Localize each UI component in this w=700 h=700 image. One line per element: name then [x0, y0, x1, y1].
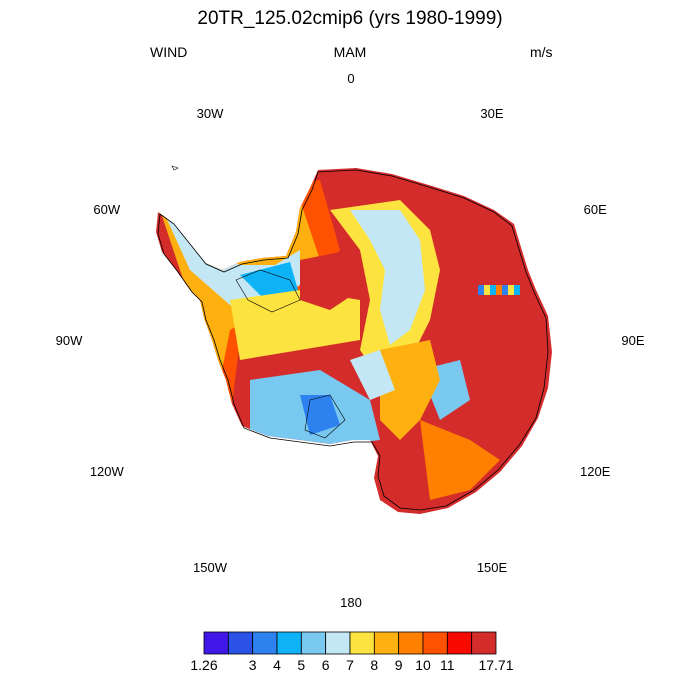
longitude-labels: 0 30E 60E 90E 120E 150E 180 150W 120W 90W 60W 30W [56, 71, 645, 610]
colorbar-tick-label: 4 [273, 657, 281, 673]
colorbar-box [471, 631, 497, 655]
ross-shelf-outline [304, 394, 346, 439]
field-ross-darkblue [300, 395, 340, 435]
longitude-label: 180 [340, 595, 362, 610]
longitude-label: 150W [193, 560, 228, 575]
longitude-label: 120W [90, 464, 125, 479]
colorbar-tick-label: 9 [395, 657, 403, 673]
colorbar-box [203, 631, 229, 655]
field-east-edge-orange [420, 420, 500, 500]
colorbar-tick-label: 8 [370, 657, 378, 673]
colorbar-tick-label: 3 [249, 657, 257, 673]
colorbar-box [422, 631, 448, 655]
colorbar-box [276, 631, 302, 655]
colorbar-box [398, 631, 424, 655]
colorbar-tick-label: 17.71 [478, 657, 513, 673]
longitude-label: 30W [197, 106, 224, 121]
colorbar-box [252, 631, 278, 655]
colorbar-tick-label: 10 [415, 657, 431, 673]
longitude-label: 60W [93, 202, 120, 217]
colorbar-box [373, 631, 400, 655]
longitude-label: 120E [580, 464, 611, 479]
colorbar-tick-label: 1.26 [190, 657, 217, 673]
sea-ice-edge-strip [478, 285, 520, 295]
longitude-label: 30E [480, 106, 503, 121]
units-label: m/s [530, 44, 553, 60]
longitude-label: 90E [621, 333, 644, 348]
coastline [157, 169, 549, 511]
field-lightblue-patch [350, 350, 395, 400]
field-center-red [300, 250, 360, 310]
colorbar-tick-labels: 1.26 3 4 5 6 7 8 9 10 11 17.71 [190, 657, 513, 673]
season-label: MAM [333, 44, 367, 60]
longitude-label: 150E [477, 560, 508, 575]
field-eastlobe-lightblue [350, 210, 425, 345]
variable-label: WIND [150, 44, 188, 60]
colorbar-tick-label: 11 [440, 657, 455, 673]
field-east-orange [380, 340, 440, 440]
colorbar-box [227, 631, 254, 655]
colorbar-box [325, 631, 351, 655]
ice-shelf-outline [235, 269, 301, 313]
figure-title: 20TR_125.02cmip6 (yrs 1980-1999) [197, 8, 503, 29]
colorbar-boxes [203, 631, 497, 655]
longitude-label: 60E [584, 202, 607, 217]
colorbar-box [446, 631, 473, 655]
colorbar-box [349, 631, 375, 655]
longitude-label: 90W [56, 333, 83, 348]
island-outline [171, 165, 179, 171]
colorbar-tick-label: 5 [297, 657, 305, 673]
colorbar-tick-label: 7 [346, 657, 354, 673]
longitude-label: 0 [347, 71, 354, 86]
colorbar-box [300, 631, 327, 655]
colorbar-tick-label: 6 [322, 657, 330, 673]
